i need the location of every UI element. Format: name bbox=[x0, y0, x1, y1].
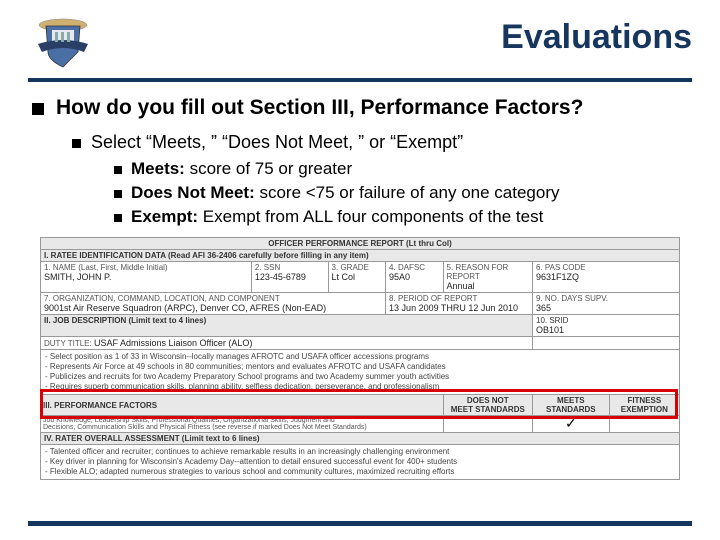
form-narrative: - Select position as 1 of 33 in Wisconsi… bbox=[41, 350, 680, 395]
square-bullet-icon bbox=[72, 139, 81, 148]
page-title: Evaluations bbox=[98, 12, 692, 57]
perf-checkbox-checked: ✓ bbox=[533, 416, 610, 433]
form-cell: 3. GRADELt Col bbox=[328, 262, 386, 293]
perf-col-header: DOES NOT MEET STANDARDS bbox=[443, 395, 532, 416]
form-section-header: I. RATEE IDENTIFICATION DATA (Read AFI 3… bbox=[41, 250, 680, 262]
bullet-level-3: Exempt: Exempt from ALL four components … bbox=[114, 207, 692, 227]
form-narrative: - Talented officer and recruiter; contin… bbox=[41, 445, 680, 480]
perf-row-text: Job Knowledge, Leadership Skills, Profes… bbox=[41, 416, 444, 433]
bullet-level-2: Select “Meets, ” “Does Not Meet, ” or “E… bbox=[72, 132, 692, 153]
form-cell: 5. REASON FOR REPORTAnnual bbox=[443, 262, 532, 293]
form-cell: 1. NAME (Last, First, Middle Initial)SMI… bbox=[41, 262, 252, 293]
divider-bottom bbox=[28, 521, 692, 526]
shield-logo bbox=[28, 12, 98, 72]
divider-top bbox=[28, 78, 692, 82]
bullet-text: Select “Meets, ” “Does Not Meet, ” or “E… bbox=[91, 132, 463, 153]
form-cell: 8. PERIOD OF REPORT13 Jun 2009 THRU 12 J… bbox=[386, 293, 533, 315]
form-image: OFFICER PERFORMANCE REPORT (Lt thru Col)… bbox=[40, 237, 680, 480]
perf-col-header: FITNESS EXEMPTION bbox=[609, 395, 679, 416]
form-cell: 7. ORGANIZATION, COMMAND, LOCATION, AND … bbox=[41, 293, 386, 315]
bullet-level-3: Meets: score of 75 or greater bbox=[114, 159, 692, 179]
perf-checkbox bbox=[443, 416, 532, 433]
form-cell: 4. DAFSC95A0 bbox=[386, 262, 444, 293]
bullet-text: How do you fill out Section III, Perform… bbox=[56, 96, 583, 120]
square-bullet-icon bbox=[114, 214, 122, 222]
square-bullet-icon bbox=[32, 103, 44, 115]
bullet-text: Meets: score of 75 or greater bbox=[131, 159, 352, 179]
square-bullet-icon bbox=[114, 190, 122, 198]
form-section-header: IV. RATER OVERALL ASSESSMENT (Limit text… bbox=[41, 433, 680, 445]
form-cell: 2. SSN123-45-6789 bbox=[251, 262, 328, 293]
form-section-header: III. PERFORMANCE FACTORS bbox=[41, 395, 444, 416]
checkmark-icon: ✓ bbox=[565, 416, 577, 432]
bullet-text: Does Not Meet: score <75 or failure of a… bbox=[131, 183, 560, 203]
form-section-header: II. JOB DESCRIPTION (Limit text to 4 lin… bbox=[41, 315, 533, 337]
form-cell: DUTY TITLE: USAF Admissions Liaison Offi… bbox=[41, 337, 533, 350]
form-cell: 10. SRIDOB101 bbox=[533, 315, 680, 337]
form-title-bar: OFFICER PERFORMANCE REPORT (Lt thru Col) bbox=[41, 238, 680, 250]
perf-col-header: MEETS STANDARDS bbox=[533, 395, 610, 416]
form-cell: 9. NO. DAYS SUPV.365 bbox=[533, 293, 680, 315]
bullet-level-1: How do you fill out Section III, Perform… bbox=[32, 96, 692, 120]
perf-checkbox bbox=[609, 416, 679, 433]
bullet-level-3: Does Not Meet: score <75 or failure of a… bbox=[114, 183, 692, 203]
square-bullet-icon bbox=[114, 166, 122, 174]
bullet-text: Exempt: Exempt from ALL four components … bbox=[131, 207, 543, 227]
form-cell: 6. PAS CODE9631F1ZQ bbox=[533, 262, 680, 293]
